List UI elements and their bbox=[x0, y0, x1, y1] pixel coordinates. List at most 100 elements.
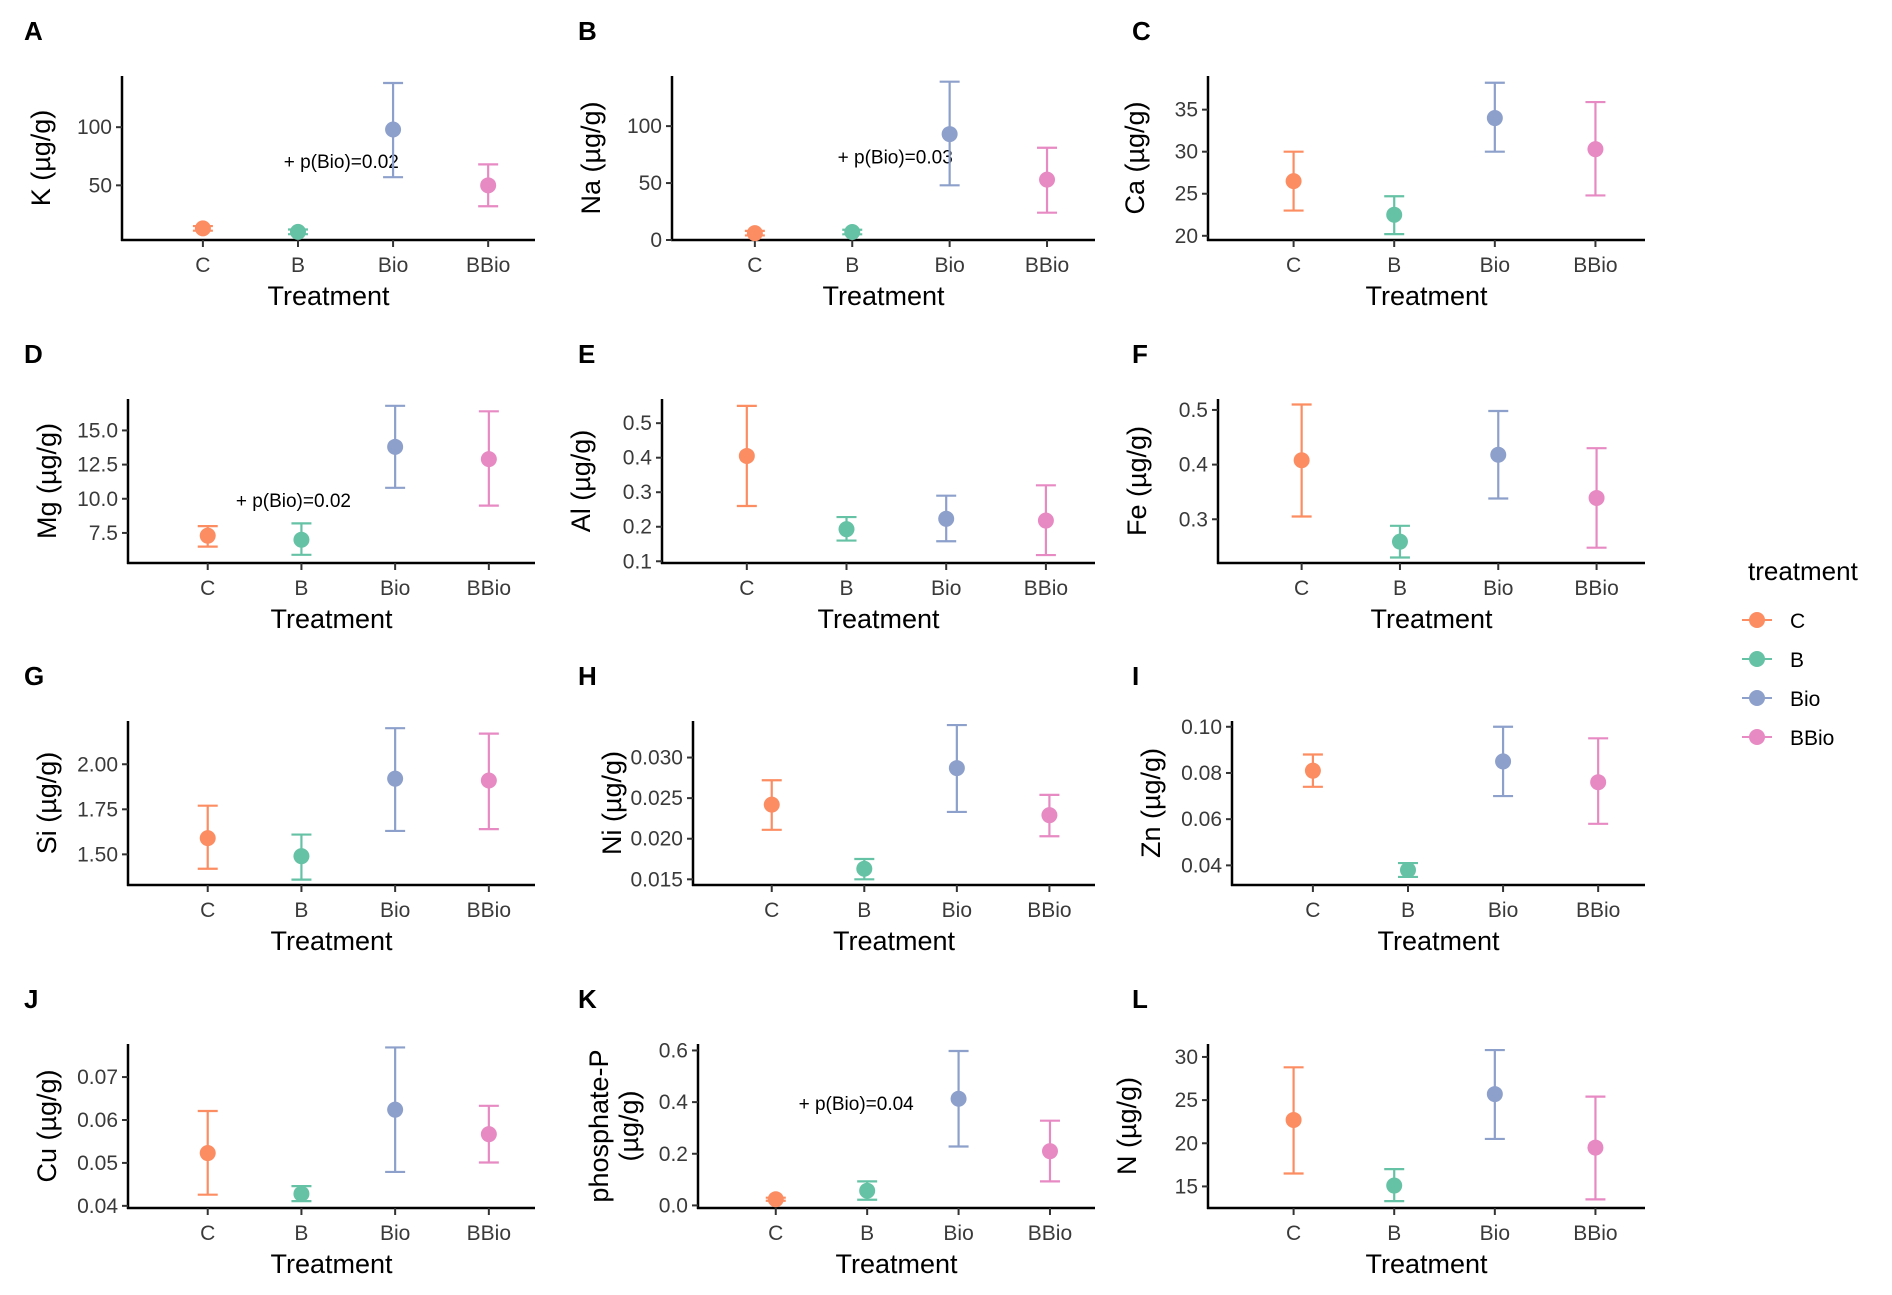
x-tick-label: B bbox=[294, 899, 308, 922]
y-tick-label: 100 bbox=[77, 116, 112, 139]
y-tick-label: 0.025 bbox=[630, 787, 683, 810]
x-tick-label: B bbox=[845, 254, 859, 277]
panel-letter: G bbox=[24, 661, 44, 691]
y-axis-title-line: Ca (µg/g) bbox=[1120, 101, 1150, 214]
y-tick-label: 0.0 bbox=[659, 1194, 688, 1217]
pointrange-c bbox=[765, 1191, 786, 1208]
x-tick-label: B bbox=[840, 577, 854, 600]
pointrange-b bbox=[291, 833, 312, 881]
y-tick-label: 7.5 bbox=[89, 522, 118, 545]
mean-point bbox=[387, 438, 404, 455]
y-tick-label: 10.0 bbox=[77, 488, 118, 511]
pointrange-b bbox=[287, 223, 308, 240]
pointrange-bbio bbox=[478, 163, 499, 208]
p-value-annotation: + p(Bio)=0.04 bbox=[799, 1094, 915, 1115]
x-tick-label: C bbox=[747, 254, 762, 277]
x-tick-label: BBio bbox=[1574, 577, 1618, 600]
mean-point bbox=[767, 1191, 784, 1208]
mean-point bbox=[838, 521, 855, 538]
mean-point bbox=[1391, 533, 1408, 550]
y-tick-label: 0.4 bbox=[1179, 454, 1209, 477]
y-tick-label: 50 bbox=[89, 174, 112, 197]
pointrange-bbio bbox=[1585, 1095, 1606, 1201]
y-axis-title: Cu (µg/g) bbox=[32, 1069, 62, 1182]
y-tick-label: 35 bbox=[1175, 99, 1198, 122]
legend-key-point bbox=[1749, 651, 1765, 667]
x-tick-label: Bio bbox=[1483, 577, 1513, 600]
mean-point bbox=[1041, 807, 1058, 824]
pointrange-bbio bbox=[1586, 447, 1607, 549]
mean-point bbox=[938, 510, 955, 527]
pointrange-b bbox=[836, 515, 857, 542]
y-axis-title: N (µg/g) bbox=[1112, 1077, 1142, 1175]
mean-point bbox=[738, 447, 755, 464]
x-tick-label: Bio bbox=[380, 1222, 410, 1245]
pointrange-c bbox=[1283, 150, 1304, 212]
mean-point bbox=[844, 224, 861, 241]
mean-point bbox=[199, 527, 216, 544]
legend-label: B bbox=[1790, 649, 1804, 672]
y-tick-label: 0.020 bbox=[630, 828, 683, 851]
mean-point bbox=[1285, 173, 1302, 190]
mean-point bbox=[480, 451, 497, 468]
x-tick-label: B bbox=[860, 1222, 874, 1245]
panel-letter: F bbox=[1132, 339, 1148, 369]
x-tick-label: Bio bbox=[942, 899, 972, 922]
mean-point bbox=[856, 860, 873, 877]
x-tick-label: B bbox=[1393, 577, 1407, 600]
y-axis-title-line: phosphate-P bbox=[584, 1049, 614, 1202]
pointrange-b bbox=[291, 522, 312, 556]
mean-point bbox=[941, 126, 958, 143]
y-tick-label: 0.4 bbox=[659, 1091, 689, 1114]
x-tick-label: B bbox=[294, 577, 308, 600]
x-axis-title: Treatment bbox=[1377, 926, 1500, 956]
x-tick-label: BBio bbox=[1028, 1222, 1072, 1245]
x-tick-label: BBio bbox=[1573, 1222, 1617, 1245]
mean-point bbox=[1495, 753, 1512, 770]
legend-key-point bbox=[1749, 612, 1765, 628]
x-tick-label: C bbox=[200, 1222, 215, 1245]
x-axis-title: Treatment bbox=[267, 281, 390, 311]
mean-point bbox=[1588, 489, 1605, 506]
mean-point bbox=[763, 796, 780, 813]
y-tick-label: 0 bbox=[650, 229, 662, 252]
x-tick-label: Bio bbox=[380, 577, 410, 600]
x-axis-title: Treatment bbox=[270, 604, 393, 634]
pointrange-b bbox=[857, 1180, 878, 1201]
x-tick-label: B bbox=[857, 899, 871, 922]
mean-point bbox=[1587, 1139, 1604, 1156]
mean-point bbox=[293, 531, 310, 548]
x-tick-label: Bio bbox=[1488, 899, 1518, 922]
panel-letter: L bbox=[1132, 984, 1148, 1014]
legend-label: Bio bbox=[1790, 688, 1820, 711]
y-axis-title-line: K (µg/g) bbox=[26, 110, 56, 207]
x-tick-label: C bbox=[764, 899, 779, 922]
p-value-annotation: + p(Bio)=0.02 bbox=[236, 491, 351, 512]
x-tick-label: C bbox=[200, 577, 215, 600]
mean-point bbox=[746, 225, 763, 242]
y-tick-label: 0.06 bbox=[77, 1109, 118, 1132]
mean-point bbox=[293, 848, 310, 865]
y-tick-label: 0.2 bbox=[623, 516, 652, 539]
mean-point bbox=[1486, 110, 1503, 127]
mean-point bbox=[1293, 452, 1310, 469]
legend-item-b: B bbox=[1742, 649, 1804, 672]
y-axis-title: Zn (µg/g) bbox=[1136, 748, 1166, 858]
y-tick-label: 0.015 bbox=[630, 868, 683, 891]
x-tick-label: BBio bbox=[467, 1222, 511, 1245]
pointrange-bbio bbox=[1588, 737, 1609, 825]
legend-key-point bbox=[1749, 729, 1765, 745]
x-tick-label: B bbox=[1401, 899, 1415, 922]
y-tick-label: 0.06 bbox=[1181, 808, 1222, 831]
pointrange-bbio bbox=[478, 410, 499, 507]
y-tick-label: 12.5 bbox=[77, 454, 118, 477]
y-axis-title-line: Cu (µg/g) bbox=[32, 1069, 62, 1182]
y-tick-label: 0.5 bbox=[1179, 399, 1208, 422]
mean-point bbox=[1386, 206, 1403, 223]
